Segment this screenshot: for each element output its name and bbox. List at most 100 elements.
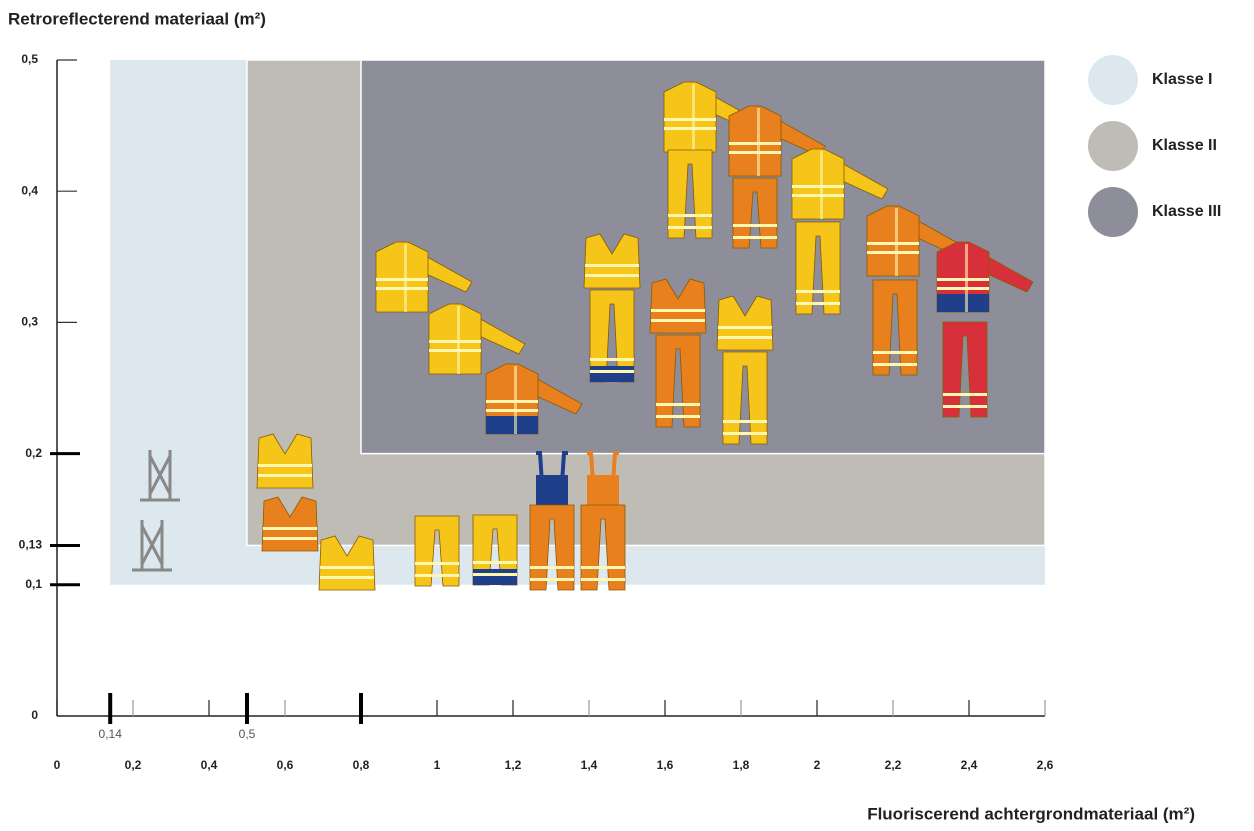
jacket-stripe xyxy=(867,242,919,245)
axes: 0 0,14 0,2 0,4 0,5 0,6 0,8 1 1,2 1,4 1,6 1,8 2 2,2 2,4… xyxy=(19,52,1054,772)
jacket-stripe xyxy=(937,278,989,281)
trousers-stripe xyxy=(668,214,712,217)
jacket-stripe xyxy=(965,244,968,312)
vest-stripe xyxy=(718,326,772,329)
jacket-body xyxy=(728,105,782,177)
x-tick-label: 0,6 xyxy=(277,758,294,772)
x-tick-label: 2,2 xyxy=(885,758,902,772)
trousers-stripe xyxy=(581,578,625,581)
trousers-legs xyxy=(414,515,460,587)
jacket-stripe xyxy=(729,151,781,154)
trousers-stripe xyxy=(415,574,459,577)
vest-stripe xyxy=(718,336,772,339)
vest-stripe xyxy=(263,527,317,530)
trousers-icon xyxy=(667,149,713,239)
jacket-stripe xyxy=(729,142,781,145)
y-tick-label: 0 xyxy=(31,708,38,722)
trousers-legs xyxy=(732,177,778,249)
trousers-icon xyxy=(872,279,918,376)
x-tick-label: 1,6 xyxy=(657,758,674,772)
vest-stripe xyxy=(320,576,374,579)
jacket-body xyxy=(791,148,845,220)
y-tick-label: 0,4 xyxy=(21,183,38,197)
jacket-stripe xyxy=(376,287,428,290)
vest-icon xyxy=(716,295,774,351)
trousers-stripe xyxy=(873,363,917,366)
x-tick-label: 1,8 xyxy=(733,758,750,772)
trousers-stripe xyxy=(530,578,574,581)
x-tick-label: 0,2 xyxy=(125,758,142,772)
trousers-stripe xyxy=(796,302,840,305)
trousers-stripe xyxy=(581,566,625,569)
trousers-stripe xyxy=(415,562,459,565)
trousers-icon xyxy=(580,504,626,591)
vest-icon xyxy=(256,433,314,489)
trousers-stripe xyxy=(873,351,917,354)
trousers-stripe xyxy=(723,420,767,423)
harness-icon xyxy=(140,450,180,502)
vest-stripe xyxy=(320,566,374,569)
x-tick-label: 0 xyxy=(54,758,61,772)
jacket-stripe xyxy=(429,340,481,343)
trousers-icon xyxy=(472,514,518,586)
trousers-icon xyxy=(589,289,635,383)
vest-stripe xyxy=(258,474,312,477)
trousers-stripe xyxy=(530,566,574,569)
trousers-stripe xyxy=(943,405,987,408)
trousers-hem xyxy=(590,366,634,382)
trousers-stripe xyxy=(656,415,700,418)
jacket-icon xyxy=(936,241,1034,313)
jacket-body xyxy=(375,241,429,313)
trousers-stripe xyxy=(668,226,712,229)
legend: Klasse I Klasse II Klasse III xyxy=(1088,55,1221,237)
overall-bib xyxy=(536,475,568,505)
legend-swatch xyxy=(1088,121,1138,171)
jacket-body xyxy=(866,205,920,277)
jacket-stripe xyxy=(404,244,407,312)
x-axis-label: Fluoriscerend achtergrondmateriaal (m²) xyxy=(867,804,1195,823)
jacket-stripe xyxy=(692,84,695,152)
trousers-stripe xyxy=(590,358,634,361)
y-tick-label: 0,13 xyxy=(19,538,43,552)
jacket-stripe xyxy=(792,185,844,188)
x-tick-label: 2 xyxy=(814,758,821,772)
trousers-stripe xyxy=(733,236,777,239)
vest-stripe xyxy=(263,537,317,540)
trousers-icon xyxy=(795,221,841,315)
x-tick-label: 0,5 xyxy=(239,727,256,741)
overall-straps xyxy=(587,451,619,484)
legend-label: Klasse III xyxy=(1152,203,1221,220)
x-tick-label: 0,8 xyxy=(353,758,370,772)
y-tick-label: 0,3 xyxy=(21,315,38,329)
y-tick-label: 0,5 xyxy=(21,52,38,66)
jacket-stripe xyxy=(820,151,823,219)
jacket-stripe xyxy=(664,127,716,130)
overall-straps xyxy=(536,451,568,484)
jacket-body xyxy=(663,81,717,153)
overall-icon xyxy=(536,451,568,505)
jacket-stripe xyxy=(757,108,760,176)
x-tick-label: 0,14 xyxy=(99,727,123,741)
harness-icon xyxy=(132,520,172,572)
jacket-stripe xyxy=(514,366,517,434)
vest-stripe xyxy=(585,274,639,277)
trousers-stripe xyxy=(943,393,987,396)
vest-icon xyxy=(318,535,376,591)
trousers-stripe xyxy=(656,403,700,406)
trousers-icon xyxy=(722,351,768,445)
jacket-icon xyxy=(791,148,889,220)
y-axis-label: Retroreflecterend materiaal (m²) xyxy=(8,9,266,28)
jacket-stripe xyxy=(376,278,428,281)
trousers-stripe xyxy=(796,290,840,293)
jacket-stripe xyxy=(486,409,538,412)
vest-stripe xyxy=(258,464,312,467)
x-tick-label: 1,4 xyxy=(581,758,598,772)
trousers-stripe xyxy=(590,370,634,373)
jacket-lower xyxy=(486,416,538,434)
legend-label: Klasse I xyxy=(1152,71,1212,88)
jacket-icon xyxy=(428,303,526,375)
x-tick-label: 2,4 xyxy=(961,758,978,772)
legend-label: Klasse II xyxy=(1152,137,1217,154)
jacket-stripe xyxy=(664,118,716,121)
jacket-body xyxy=(428,303,482,375)
